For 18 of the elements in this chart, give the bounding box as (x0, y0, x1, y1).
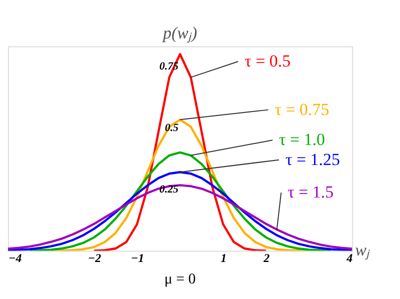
text: τ = 0.5 (244, 52, 291, 71)
line-series (8, 184, 352, 250)
series-label: τ = 1.5 (288, 182, 334, 202)
x-tick-label: −2 (88, 251, 102, 266)
text: μ = 0 (164, 272, 196, 288)
y-axis-title: p(wⱼ) (162, 23, 198, 44)
x-tick-label: −1 (130, 251, 144, 266)
x-tick-label: 4 (346, 251, 353, 266)
line-series (92, 53, 268, 251)
text: τ = 0.75 (274, 100, 330, 119)
text: τ = 1.0 (278, 130, 325, 150)
line-series (8, 171, 352, 251)
x-tick-label: −4 (8, 251, 22, 266)
x-axis-title: wⱼ (355, 240, 370, 261)
x-tick-label: 2 (262, 251, 270, 266)
text: τ = 1.25 (285, 150, 340, 169)
x-tick-label: 1 (220, 251, 227, 266)
y-tick-label: 0.25 (159, 184, 180, 196)
